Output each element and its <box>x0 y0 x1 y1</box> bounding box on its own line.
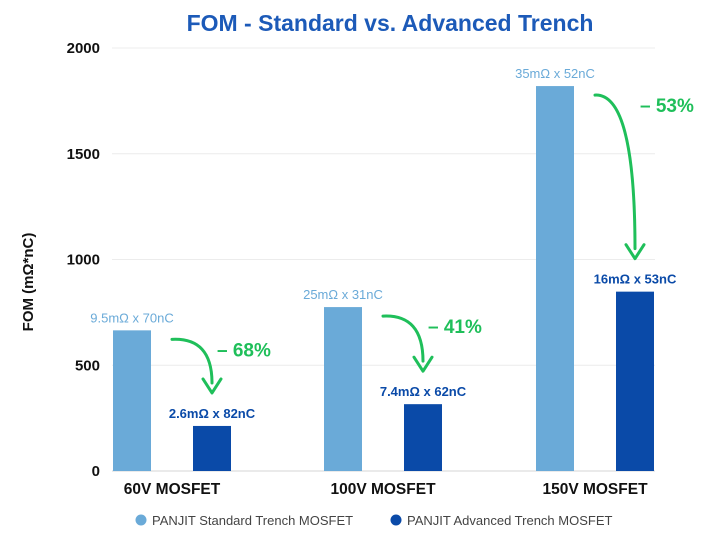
reduction-label: – 41% <box>428 317 482 338</box>
legend-label: PANJIT Advanced Trench MOSFET <box>407 513 612 528</box>
reduction-arrow: – 41% <box>381 314 482 373</box>
data-label: 16mΩ x 53nC <box>594 272 677 287</box>
chart-title: FOM - Standard vs. Advanced Trench <box>187 10 594 36</box>
category-label: 60V MOSFET <box>124 481 221 498</box>
y-tick-label: 2000 <box>67 40 100 57</box>
data-label: 9.5mΩ x 70nC <box>90 310 173 325</box>
legend-entry: PANJIT Advanced Trench MOSFET <box>390 513 612 528</box>
advanced-bar <box>616 291 654 471</box>
reduction-label: – 68% <box>217 340 271 361</box>
arrow-head <box>412 355 434 373</box>
arrow-head <box>201 377 223 395</box>
y-tick-label: 0 <box>92 463 100 480</box>
arrow-curve <box>593 93 637 251</box>
y-tick-label: 500 <box>75 357 100 374</box>
reduction-arrow: – 68% <box>170 337 271 395</box>
bars <box>113 86 654 471</box>
standard-bar <box>324 307 362 471</box>
y-tick-label: 1500 <box>67 146 100 163</box>
category-label: 150V MOSFET <box>542 481 648 498</box>
category-label: 100V MOSFET <box>330 481 436 498</box>
legend-swatch <box>135 514 147 526</box>
legend-swatch <box>390 514 402 526</box>
arrow-curve <box>381 314 425 363</box>
reduction-arrow: – 53% <box>593 93 694 261</box>
y-axis-label: FOM (mΩ*nC) <box>20 233 37 332</box>
legend: PANJIT Standard Trench MOSFET PANJIT Adva… <box>135 513 612 528</box>
standard-bar <box>113 330 151 471</box>
x-axis-categories: 60V MOSFET 100V MOSFET 150V MOSFET <box>124 481 648 498</box>
legend-entry: PANJIT Standard Trench MOSFET <box>135 513 353 528</box>
legend-label: PANJIT Standard Trench MOSFET <box>152 513 353 528</box>
standard-bar <box>536 86 574 471</box>
y-axis-ticks: 0 500 1000 1500 2000 <box>67 40 100 480</box>
arrow-curve <box>170 337 214 385</box>
advanced-bar <box>193 425 231 471</box>
y-tick-label: 1000 <box>67 252 100 269</box>
reduction-arrows: – 68% – 41% – 53% <box>170 93 694 395</box>
data-label: 25mΩ x 31nC <box>303 287 383 302</box>
data-labels: 9.5mΩ x 70nC 25mΩ x 31nC 35mΩ x 52nC 2.6mΩ … <box>90 66 677 421</box>
advanced-bar <box>404 404 442 471</box>
data-label: 35mΩ x 52nC <box>515 66 595 81</box>
reduction-label: – 53% <box>640 96 694 117</box>
data-label: 7.4mΩ x 62nC <box>380 384 467 399</box>
data-label: 2.6mΩ x 82nC <box>169 406 256 421</box>
arrow-head <box>624 243 646 261</box>
